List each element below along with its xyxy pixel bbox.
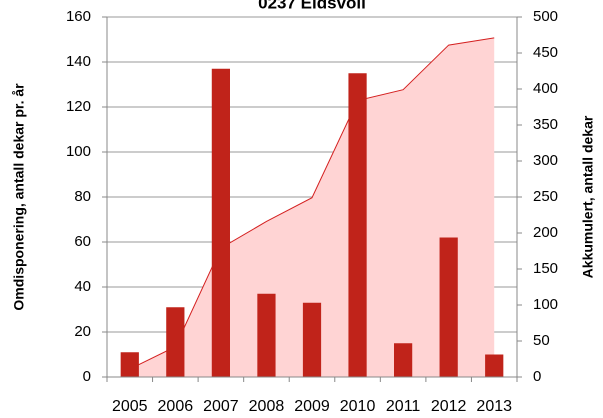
bar (120, 352, 139, 377)
y-tick-label: 60 (74, 233, 91, 250)
y-tick-label: 100 (66, 143, 91, 160)
bar (439, 237, 458, 377)
y2-tick-label: 500 (533, 8, 558, 25)
bar (257, 293, 276, 377)
x-tick-label: 2008 (249, 398, 285, 415)
y2-tick-label: 300 (533, 152, 558, 169)
x-tick-label: 2012 (431, 398, 467, 415)
y-tick-label: 40 (74, 278, 91, 295)
y2-tick-label: 50 (533, 332, 550, 349)
y-tick-label: 120 (66, 98, 91, 115)
bar (302, 302, 322, 377)
bar (166, 307, 185, 377)
area-line (129, 37, 495, 370)
y-tick-label: 160 (66, 8, 91, 25)
x-tick-label: 2010 (340, 398, 376, 415)
y2-tick-label: 150 (533, 260, 558, 277)
x-tick-label: 2006 (158, 398, 194, 415)
bar (348, 73, 367, 377)
bar (211, 68, 230, 377)
bar (485, 354, 504, 377)
y2-axis-label: Akkumulert, antall dekar (580, 115, 596, 278)
y-tick-label: 20 (74, 323, 91, 340)
y2-tick-label: 250 (533, 188, 558, 205)
y-tick-label: 80 (74, 188, 91, 205)
y-tick-label: 0 (83, 368, 91, 385)
y2-tick-label: 100 (533, 296, 558, 313)
y-axis-label: Omdisponering, antall dekar pr. år (11, 83, 27, 311)
x-tick-label: 2005 (112, 398, 148, 415)
y-tick-label: 140 (66, 53, 91, 70)
chart-title: 0237 Eidsvoll (258, 0, 366, 12)
y2-tick-label: 200 (533, 224, 558, 241)
y2-tick-label: 0 (533, 368, 541, 385)
y2-tick-label: 450 (533, 44, 558, 61)
y2-tick-label: 400 (533, 80, 558, 97)
bar (394, 343, 413, 377)
x-tick-label: 2011 (386, 398, 421, 415)
y2-tick-label: 350 (533, 116, 558, 133)
x-tick-label: 2009 (294, 398, 330, 415)
x-tick-label: 2007 (203, 398, 239, 415)
x-tick-label: 2013 (476, 398, 512, 415)
